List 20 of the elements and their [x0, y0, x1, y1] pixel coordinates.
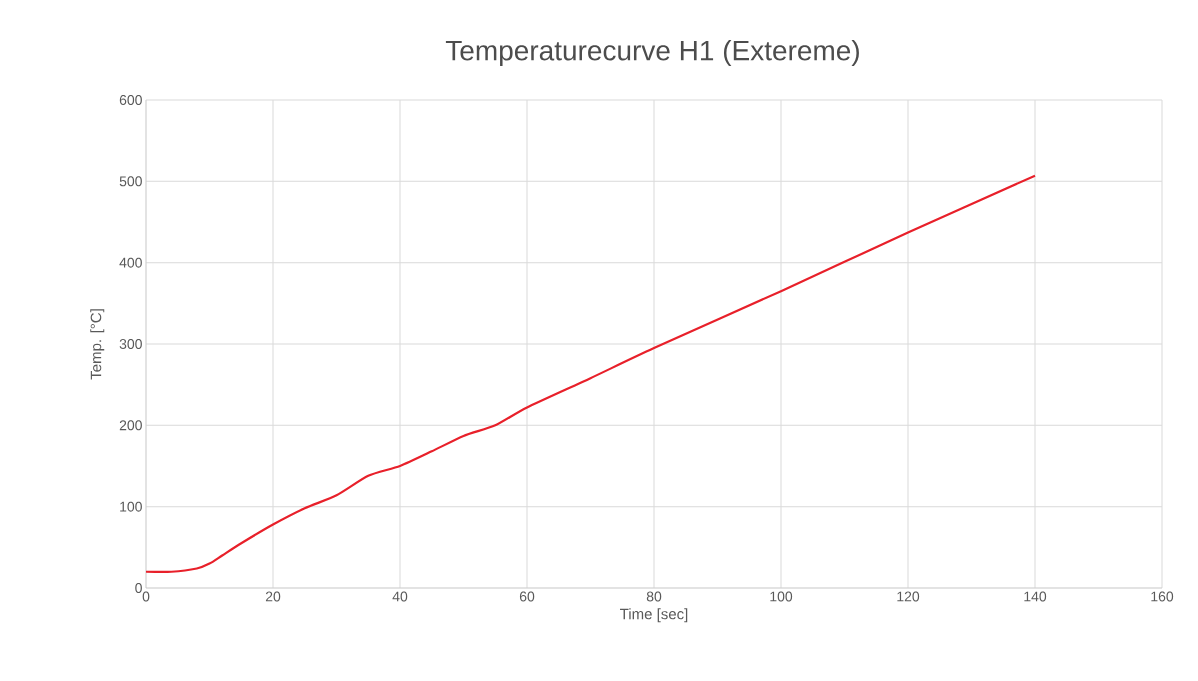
y-tick-label: 0 [135, 583, 142, 593]
x-tick-label: 160 [1151, 591, 1174, 602]
x-tick-label: 120 [897, 591, 920, 602]
x-tick-label: 60 [519, 591, 535, 602]
x-tick-label: 0 [142, 591, 150, 602]
y-tick-label: 600 [119, 95, 142, 105]
x-tick-label: 100 [770, 591, 793, 602]
x-tick-label: 80 [646, 591, 662, 602]
x-tick-label: 140 [1024, 591, 1047, 602]
y-tick-label: 300 [119, 339, 142, 349]
chart-title: Temperaturecurve H1 (Extereme) [445, 39, 859, 67]
y-tick-label: 200 [119, 420, 142, 431]
y-tick-label: 400 [119, 257, 142, 268]
y-tick-label: 500 [119, 176, 142, 187]
y-tick-label: 100 [120, 501, 142, 512]
x-tick-label: 20 [265, 591, 281, 602]
x-axis-title: Time [sec] [620, 608, 688, 623]
line-series [146, 174, 1037, 573]
y-axis-title: Temp. [°C] [90, 309, 105, 380]
x-tick-label: 40 [392, 591, 408, 602]
